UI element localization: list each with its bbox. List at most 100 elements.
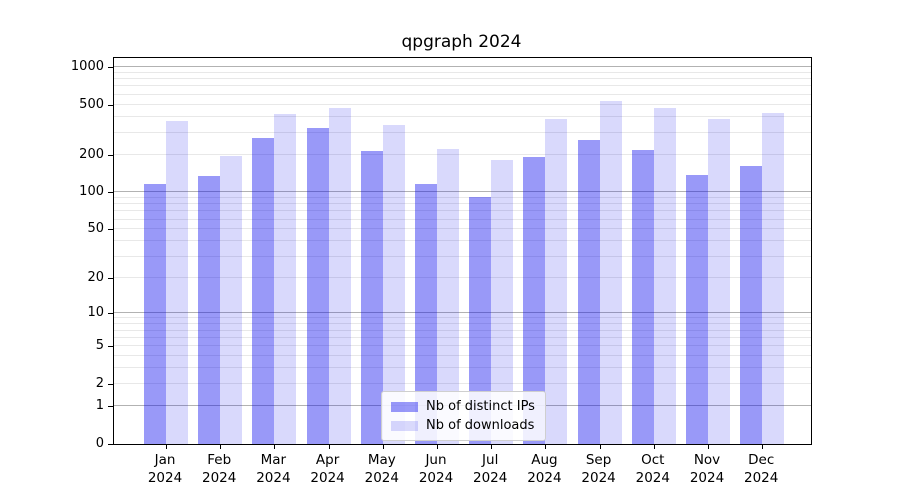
bar-distinct-ips-oct	[631, 149, 654, 444]
x-tick-label-month: Nov	[693, 452, 721, 468]
gridline-minor	[114, 336, 811, 338]
gridline-minor	[114, 93, 811, 95]
bar-distinct-ips-feb	[198, 175, 221, 444]
gridline-minor	[114, 218, 811, 220]
gridline-minor	[114, 367, 811, 369]
x-tick-mark	[274, 444, 276, 449]
gridline-minor	[114, 103, 811, 105]
bar-distinct-ips-aug	[523, 156, 546, 444]
gridline-major	[114, 312, 811, 314]
bar-downloads-mar	[274, 113, 297, 444]
y-tick-label: 50	[87, 221, 104, 237]
bar-distinct-ips-may	[360, 151, 383, 444]
x-tick-label-year: 2024	[256, 470, 291, 486]
y-tick-label: 20	[87, 269, 104, 285]
bar-downloads-sep	[599, 101, 622, 444]
bar-distinct-ips-jul	[469, 197, 492, 444]
gridline-minor	[114, 317, 811, 319]
bar-distinct-ips-jun	[415, 183, 437, 444]
legend-label-downloads: Nb of downloads	[426, 418, 535, 433]
gridline-major	[114, 191, 811, 193]
gridline-minor	[114, 323, 811, 325]
gridline-major	[114, 66, 811, 68]
y-tick-label: 1	[95, 398, 104, 414]
x-tick-label-month: Jan	[154, 452, 176, 468]
bar-distinct-ips-nov	[686, 175, 708, 444]
x-tick-mark	[653, 444, 655, 449]
x-tick-label-month: Jul	[482, 452, 499, 468]
y-tick-label: 2	[95, 376, 104, 392]
x-tick-mark	[437, 444, 438, 449]
y-tick-mark	[108, 444, 114, 445]
gridline-minor	[114, 196, 811, 198]
gridline-minor	[114, 203, 811, 205]
bar-distinct-ips-jan	[144, 184, 166, 444]
x-tick-label-year: 2024	[581, 470, 616, 486]
legend-swatch-distinct-ips	[391, 401, 418, 412]
x-tick-label: Oct 2024	[618, 451, 688, 487]
y-tick-mark	[108, 67, 114, 69]
plot-area: 0 1 2 5 10 20 50 100 200 500 1000 Nb of distinct I…	[71, 57, 812, 451]
bar-downloads-jul	[491, 160, 514, 444]
x-tick-mark	[220, 444, 222, 449]
y-tick-label: 0	[95, 436, 104, 451]
gridline-minor	[114, 153, 811, 155]
x-tick-label-year: 2024	[635, 470, 670, 486]
bar-downloads-jan	[166, 120, 188, 444]
x-tick-label: Sep 2024	[564, 451, 634, 487]
gridline-minor	[114, 276, 811, 278]
y-tick-mark	[108, 229, 114, 231]
bar-downloads-aug	[545, 119, 568, 444]
gridline-minor	[114, 228, 811, 230]
gridline-minor	[114, 255, 811, 257]
x-tick-mark	[708, 444, 709, 449]
bar-downloads-jun	[437, 148, 459, 444]
y-tick-mark	[108, 192, 114, 194]
x-tick-label: Jul 2024	[455, 451, 525, 487]
y-tick-mark	[108, 277, 114, 279]
legend-entry-distinct-ips: Nb of distinct IPs	[391, 397, 535, 416]
x-tick-label-month: Feb	[207, 452, 232, 468]
bar-downloads-dec	[762, 113, 785, 444]
x-tick-label: Mar 2024	[238, 451, 308, 487]
y-tick-mark	[108, 313, 114, 315]
x-tick-mark	[166, 444, 167, 449]
x-tick-label-month: Oct	[641, 452, 665, 468]
bar-downloads-oct	[653, 107, 676, 444]
x-tick-mark	[382, 444, 384, 449]
y-tick-label: 500	[79, 96, 104, 112]
gridline-minor	[114, 240, 811, 242]
y-tick-label: 200	[79, 146, 104, 162]
gridline-minor	[114, 355, 811, 357]
legend-entry-downloads: Nb of downloads	[391, 416, 535, 435]
bar-distinct-ips-mar	[252, 138, 275, 444]
y-tick-mark	[108, 384, 114, 386]
y-tick-label: 100	[79, 184, 104, 200]
legend-label-distinct-ips: Nb of distinct IPs	[426, 399, 535, 414]
gridline-minor	[114, 115, 811, 117]
gridline-minor	[114, 329, 811, 331]
legend-swatch-downloads	[391, 420, 418, 431]
bar-distinct-ips-apr	[306, 128, 329, 444]
bar-distinct-ips-dec	[740, 166, 763, 444]
bar-downloads-feb	[220, 156, 243, 444]
x-tick-label-month: Dec	[748, 452, 775, 468]
x-tick-label-month: Aug	[531, 452, 558, 468]
x-tick-label-month: Apr	[315, 452, 340, 468]
x-tick-label-month: Jun	[425, 452, 447, 468]
bar-downloads-nov	[708, 119, 730, 444]
x-tick-mark	[762, 444, 764, 449]
y-tick-mark	[108, 346, 114, 348]
x-tick-label: Dec 2024	[726, 451, 796, 487]
y-tick-label: 1000	[70, 59, 104, 75]
gridline-minor	[114, 383, 811, 385]
y-tick-label: 10	[87, 305, 104, 321]
x-tick-label: Aug 2024	[509, 451, 579, 487]
x-tick-label: Apr 2024	[293, 451, 363, 487]
x-tick-label-month: May	[367, 452, 396, 468]
x-tick-mark	[599, 444, 601, 449]
gridline-minor	[114, 78, 811, 80]
x-tick-label: Nov 2024	[672, 451, 742, 487]
bar-downloads-apr	[328, 108, 351, 444]
